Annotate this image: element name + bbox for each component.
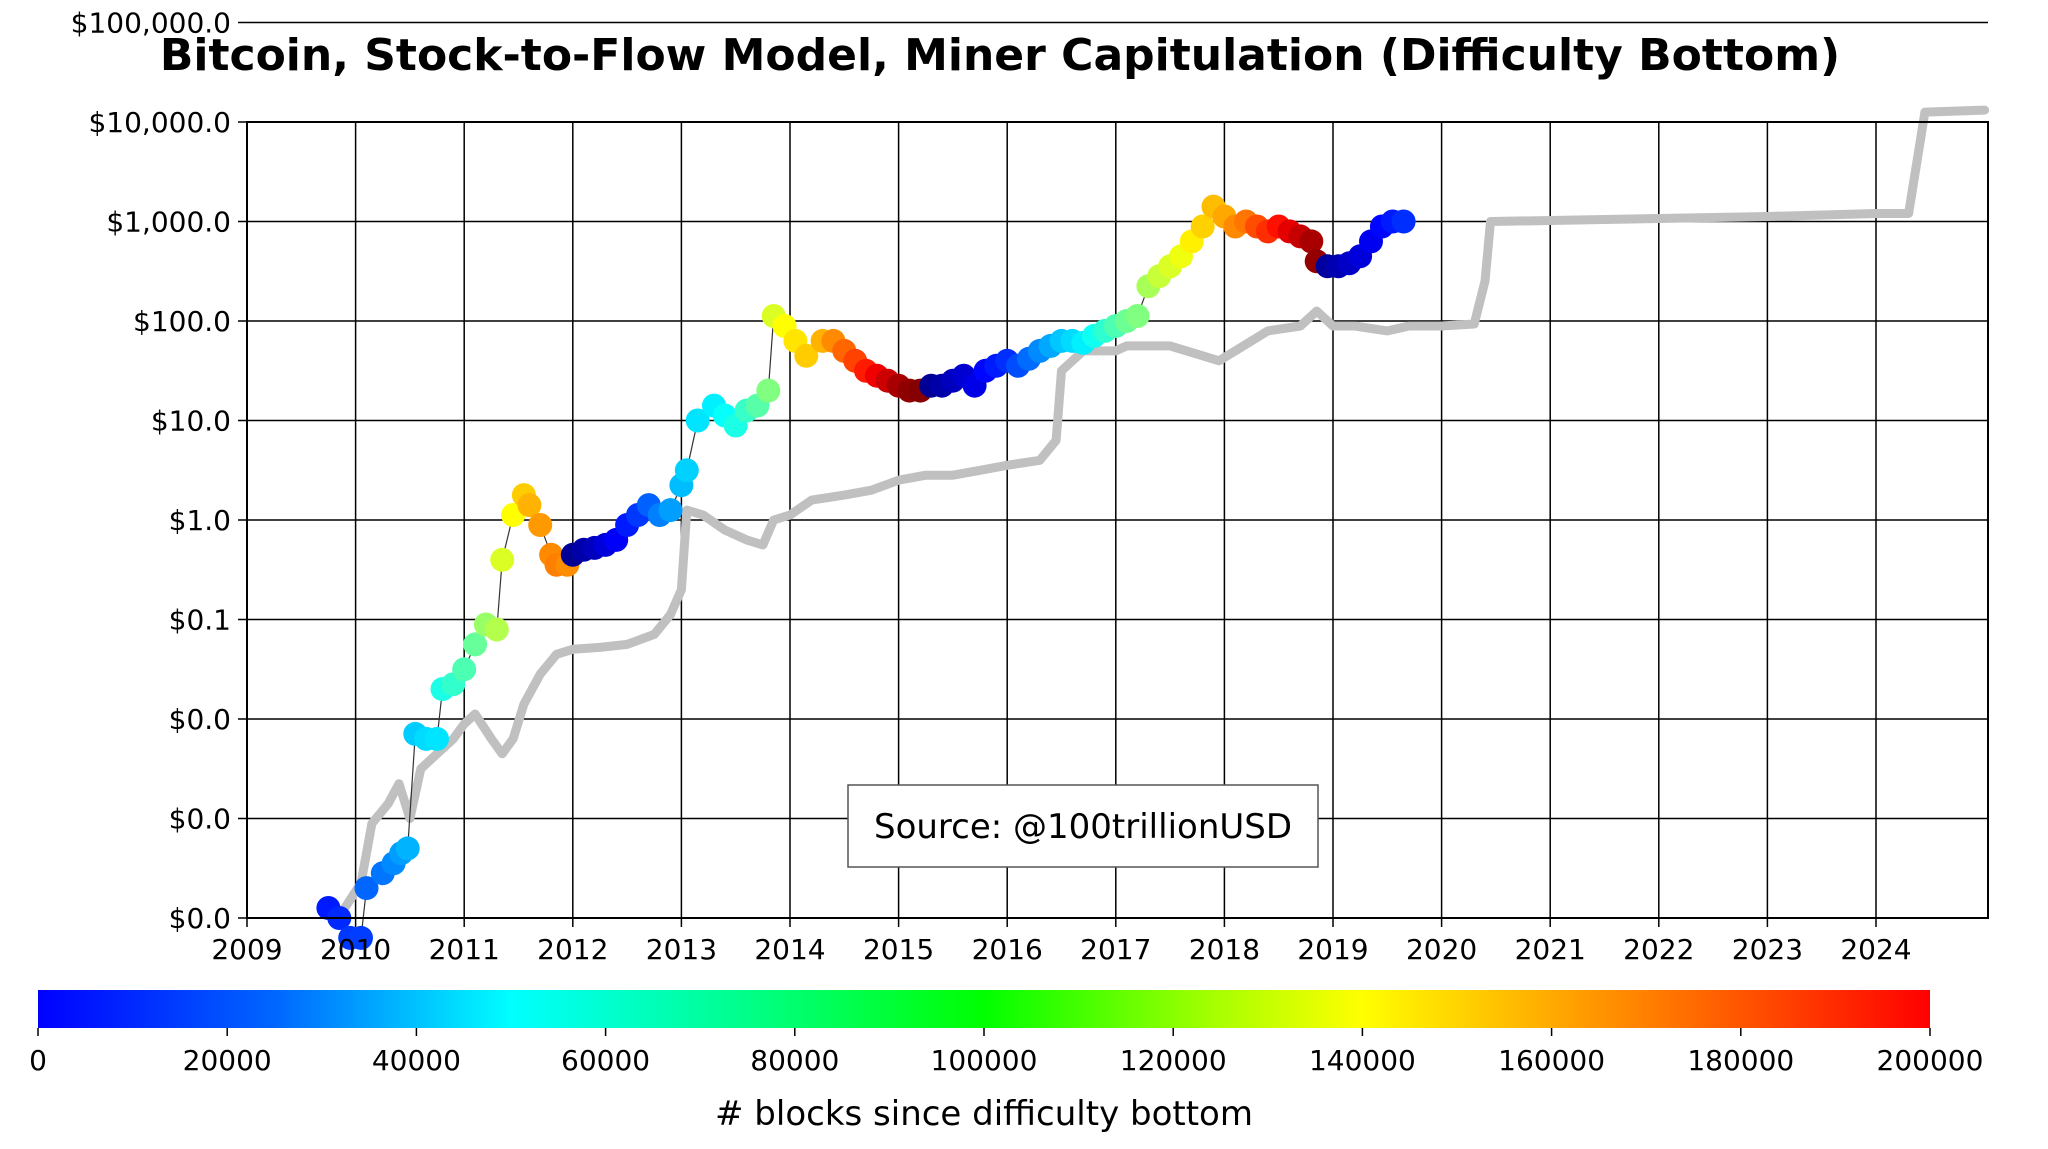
y-tick-label: $100,000.0 [71,7,231,40]
price-point [756,378,781,403]
x-tick-label: 2022 [1623,933,1694,966]
price-point [1190,214,1215,239]
colorbar [38,990,1930,1028]
x-tick-label: 2018 [1189,933,1260,966]
source-annotation-border [847,784,1319,868]
price-point [658,498,683,523]
x-tick-label: 2009 [211,933,282,966]
colorbar-ticks: 0 20000 40000 60000 80000 100000 120000 140000 1… [29,1028,1983,1077]
colorbar-tick-label: 200000 [1877,1044,1984,1077]
colorbar-tick-label: 180000 [1687,1044,1794,1077]
price-point [395,836,420,861]
price-point [425,726,449,751]
x-tick-label: 2016 [972,933,1043,966]
grid-layer [247,21,1988,919]
x-tick-label: 2010 [320,933,391,966]
price-point [517,493,542,518]
price-point [685,408,710,433]
price-point [354,876,379,901]
price-point [349,925,373,950]
series-layer [316,105,1990,950]
source-annotation-box: Source: @100trillionUSD [847,784,1319,868]
x-tick-label: 2023 [1732,933,1803,966]
price-point [1125,304,1150,328]
colorbar-label: # blocks since difficulty bottom [715,1094,1253,1134]
chart-title: Bitcoin, Stock-to-Flow Model, Miner Capi… [160,30,1840,81]
x-tick-label: 2021 [1515,933,1586,966]
price-point [452,657,477,682]
colorbar-tick-label: 120000 [1120,1044,1227,1077]
y-tick-label: $0.0 [169,703,231,736]
colorbar-tick-label: 60000 [561,1044,650,1077]
y-tick-label: $0.0 [169,803,231,836]
stock-to-flow-line [340,105,1990,913]
x-tick-label: 2020 [1406,933,1477,966]
x-tick-label: 2011 [429,933,500,966]
price-point [463,632,488,657]
x-tick-label: 2017 [1080,933,1151,966]
price-point [794,343,819,368]
price-point [490,547,515,572]
colorbar-tick-label: 80000 [750,1044,839,1077]
y-tick-label: $1,000.0 [106,206,231,239]
y-tick-label: $100.0 [133,305,231,338]
colorbar-tick-label: 140000 [1309,1044,1416,1077]
colorbar-tick-label: 100000 [931,1044,1038,1077]
y-tick-label: $0.1 [169,604,231,637]
colorbar-tick-label: 0 [29,1044,47,1077]
price-point [484,617,509,642]
x-tick-label: 2024 [1840,933,1911,966]
x-tick-label: 2013 [646,933,717,966]
x-tick-label: 2019 [1297,933,1368,966]
y-tick-label: $10.0 [151,405,231,438]
x-tick-label: 2012 [537,933,608,966]
price-point [1391,209,1416,234]
x-tick-label: 2014 [754,933,825,966]
price-point [528,513,553,537]
colorbar-tick-label: 20000 [183,1044,272,1077]
y-tick-label: $0.0 [169,902,231,935]
y-tick-label: $1.0 [169,504,231,537]
source-annotation-text: Source: @100trillionUSD [874,807,1292,847]
y-tick-label: $10,000.0 [88,106,231,139]
colorbar-tick-label: 40000 [372,1044,461,1077]
ticks-layer: 2009 2010 2011 2012 2013 2014 2015 2016 2017 2018… [71,7,1912,967]
price-point [674,458,699,483]
price-point [1299,229,1324,254]
colorbar-tick-label: 160000 [1498,1044,1605,1077]
x-tick-label: 2015 [863,933,934,966]
